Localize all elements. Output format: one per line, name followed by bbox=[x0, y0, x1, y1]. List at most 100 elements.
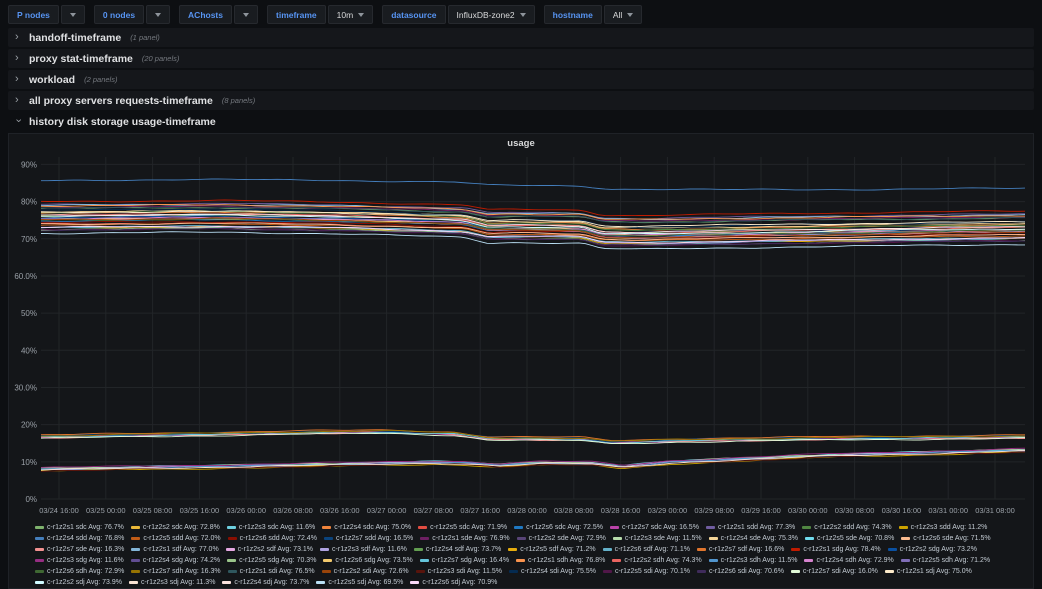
variable-value-dropdown-0-nodes[interactable] bbox=[146, 5, 170, 24]
legend-item-c-r1z2s5-sdi[interactable]: c-r1z2s5 sdi Avg: 70.1% bbox=[603, 566, 690, 576]
series-color-icon bbox=[131, 526, 140, 529]
legend-item-c-r1z2s4-sdh[interactable]: c-r1z2s4 sdh Avg: 72.9% bbox=[804, 555, 893, 565]
legend-item-c-r1z2s6-sdf[interactable]: c-r1z2s6 sdf Avg: 71.1% bbox=[603, 544, 690, 554]
variable-value-dropdown-timeframe[interactable]: 10m bbox=[328, 5, 374, 24]
series-color-icon bbox=[805, 537, 814, 540]
legend-item-label: c-r1z2s7 sdc Avg: 16.5% bbox=[622, 524, 699, 531]
legend-item-c-r1z2s5-sdc[interactable]: c-r1z2s5 sdc Avg: 71.9% bbox=[418, 522, 507, 532]
variable-label-p-nodes[interactable]: P nodes bbox=[8, 5, 59, 24]
variable-value-dropdown-datasource[interactable]: InfluxDB-zone2 bbox=[448, 5, 535, 24]
legend-item-label: c-r1z2s2 sdh Avg: 74.3% bbox=[624, 557, 701, 564]
legend-item-c-r1z2s1-sdf[interactable]: c-r1z2s1 sdf Avg: 77.0% bbox=[131, 544, 218, 554]
legend-item-c-r1z2s7-sde[interactable]: c-r1z2s7 sde Avg: 16.3% bbox=[35, 544, 124, 554]
legend-item-label: c-r1z2s7 sdf Avg: 16.6% bbox=[709, 546, 784, 553]
legend-item-c-r1z2s7-sdh[interactable]: c-r1z2s7 sdh Avg: 16.3% bbox=[131, 566, 220, 576]
legend-item-c-r1z2s6-sdc[interactable]: c-r1z2s6 sdc Avg: 72.5% bbox=[514, 522, 603, 532]
legend-item-label: c-r1z2s3 sdf Avg: 11.6% bbox=[332, 546, 407, 553]
legend-item-c-r1z2s3-sdi[interactable]: c-r1z2s3 sdi Avg: 11.5% bbox=[416, 566, 502, 576]
legend-item-c-r1z2s2-sdg[interactable]: c-r1z2s2 sdg Avg: 73.2% bbox=[888, 544, 977, 554]
legend-item-c-r1z2s2-sde[interactable]: c-r1z2s2 sde Avg: 72.9% bbox=[517, 533, 606, 543]
legend-item-c-r1z2s6-sdh[interactable]: c-r1z2s6 sdh Avg: 72.9% bbox=[35, 566, 124, 576]
legend-item-c-r1z2s6-sdg[interactable]: c-r1z2s6 sdg Avg: 73.5% bbox=[323, 555, 412, 565]
legend-item-c-r1z2s3-sdh[interactable]: c-r1z2s3 sdh Avg: 11.5% bbox=[709, 555, 798, 565]
usage-time-series-chart[interactable]: 0%10%20%30.0%40%50%60.0%70%80%90%03/24 1… bbox=[11, 151, 1031, 519]
chevron-right-icon: › bbox=[15, 95, 22, 106]
variable-value-dropdown-p-nodes[interactable] bbox=[61, 5, 85, 24]
legend-item-c-r1z2s4-sdc[interactable]: c-r1z2s4 sdc Avg: 75.0% bbox=[322, 522, 411, 532]
legend-item-c-r1z2s7-sdf[interactable]: c-r1z2s7 sdf Avg: 16.6% bbox=[697, 544, 784, 554]
legend-item-c-r1z2s2-sdh[interactable]: c-r1z2s2 sdh Avg: 74.3% bbox=[612, 555, 701, 565]
x-axis-tick-label: 03/27 16:00 bbox=[460, 506, 500, 515]
series-line-c-r1z2s4-sdd bbox=[41, 179, 1025, 190]
legend-item-c-r1z2s5-sdj[interactable]: c-r1z2s5 sdj Avg: 69.5% bbox=[316, 577, 403, 587]
legend-item-c-r1z2s3-sdg[interactable]: c-r1z2s3 sdg Avg: 11.6% bbox=[35, 555, 124, 565]
variable-value-dropdown-achosts[interactable] bbox=[234, 5, 258, 24]
row-header-handoff-timeframe[interactable]: ›handoff-timeframe(1 panel) bbox=[8, 28, 1034, 47]
legend-item-c-r1z2s7-sdd[interactable]: c-r1z2s7 sdd Avg: 16.5% bbox=[324, 533, 413, 543]
legend-item-c-r1z2s6-sdd[interactable]: c-r1z2s6 sdd Avg: 72.4% bbox=[228, 533, 317, 543]
legend-item-c-r1z2s3-sdd[interactable]: c-r1z2s3 sdd Avg: 11.2% bbox=[899, 522, 988, 532]
legend-item-c-r1z2s6-sdj[interactable]: c-r1z2s6 sdj Avg: 70.9% bbox=[410, 577, 497, 587]
series-color-icon bbox=[804, 559, 813, 562]
legend-item-label: c-r1z2s7 sdi Avg: 16.0% bbox=[803, 568, 878, 575]
series-color-icon bbox=[35, 537, 44, 540]
legend-item-label: c-r1z2s5 sdi Avg: 70.1% bbox=[615, 568, 690, 575]
legend-item-label: c-r1z2s5 sdj Avg: 69.5% bbox=[328, 579, 403, 586]
row-header-history-disk-storage-usage-timeframe[interactable]: ›history disk storage usage-timeframe bbox=[8, 112, 1034, 131]
legend-item-c-r1z2s1-sdi[interactable]: c-r1z2s1 sdi Avg: 76.5% bbox=[228, 566, 315, 576]
plot-area[interactable]: 0%10%20%30.0%40%50%60.0%70%80%90%03/24 1… bbox=[11, 151, 1031, 519]
legend-item-c-r1z2s1-sdj[interactable]: c-r1z2s1 sdj Avg: 75.0% bbox=[885, 566, 972, 576]
legend-item-c-r1z2s2-sdd[interactable]: c-r1z2s2 sdd Avg: 74.3% bbox=[802, 522, 891, 532]
legend-item-c-r1z2s6-sdi[interactable]: c-r1z2s6 sdi Avg: 70.6% bbox=[697, 566, 784, 576]
row-header-proxy-stat-timeframe[interactable]: ›proxy stat-timeframe(20 panels) bbox=[8, 49, 1034, 68]
legend-item-c-r1z2s7-sdg[interactable]: c-r1z2s7 sdg Avg: 16.4% bbox=[420, 555, 509, 565]
y-axis-tick-label: 20% bbox=[21, 421, 37, 430]
legend-item-c-r1z2s4-sdi[interactable]: c-r1z2s4 sdi Avg: 75.5% bbox=[509, 566, 596, 576]
legend-item-c-r1z2s5-sde[interactable]: c-r1z2s5 sde Avg: 70.8% bbox=[805, 533, 894, 543]
row-title: history disk storage usage-timeframe bbox=[29, 116, 216, 128]
legend-item-c-r1z2s5-sdf[interactable]: c-r1z2s5 sdf Avg: 71.2% bbox=[508, 544, 595, 554]
variable-label-datasource[interactable]: datasource bbox=[382, 5, 445, 24]
variable-label-0-nodes[interactable]: 0 nodes bbox=[94, 5, 144, 24]
legend-item-c-r1z2s4-sde[interactable]: c-r1z2s4 sde Avg: 75.3% bbox=[709, 533, 798, 543]
legend-item-c-r1z2s3-sde[interactable]: c-r1z2s3 sde Avg: 11.5% bbox=[613, 533, 702, 543]
legend-item-c-r1z2s3-sdj[interactable]: c-r1z2s3 sdj Avg: 11.3% bbox=[129, 577, 215, 587]
legend-item-label: c-r1z2s5 sdh Avg: 71.2% bbox=[913, 557, 990, 564]
legend-item-label: c-r1z2s7 sdd Avg: 16.5% bbox=[336, 535, 413, 542]
legend-item-c-r1z2s5-sdh[interactable]: c-r1z2s5 sdh Avg: 71.2% bbox=[901, 555, 990, 565]
variable-label-hostname[interactable]: hostname bbox=[544, 5, 602, 24]
legend-item-c-r1z2s1-sdg[interactable]: c-r1z2s1 sdg Avg: 78.4% bbox=[791, 544, 880, 554]
row-panel-count: (20 panels) bbox=[142, 54, 180, 63]
legend-item-c-r1z2s4-sdg[interactable]: c-r1z2s4 sdg Avg: 74.2% bbox=[131, 555, 220, 565]
x-axis-tick-label: 03/31 00:00 bbox=[928, 506, 968, 515]
legend-item-c-r1z2s7-sdi[interactable]: c-r1z2s7 sdi Avg: 16.0% bbox=[791, 566, 878, 576]
legend-item-c-r1z2s4-sdj[interactable]: c-r1z2s4 sdj Avg: 73.7% bbox=[222, 577, 309, 587]
series-color-icon bbox=[228, 537, 237, 540]
legend-item-c-r1z2s4-sdd[interactable]: c-r1z2s4 sdd Avg: 76.8% bbox=[35, 533, 124, 543]
variable-value-dropdown-hostname[interactable]: All bbox=[604, 5, 642, 24]
row-header-all-proxy-servers-requests-timeframe[interactable]: ›all proxy servers requests-timeframe(8 … bbox=[8, 91, 1034, 110]
row-header-workload[interactable]: ›workload(2 panels) bbox=[8, 70, 1034, 89]
variable-label-achosts[interactable]: AChosts bbox=[179, 5, 232, 24]
legend-item-c-r1z2s5-sdd[interactable]: c-r1z2s5 sdd Avg: 72.0% bbox=[131, 533, 220, 543]
legend-item-c-r1z2s1-sde[interactable]: c-r1z2s1 sde Avg: 76.9% bbox=[420, 533, 509, 543]
legend-item-c-r1z2s2-sdc[interactable]: c-r1z2s2 sdc Avg: 72.8% bbox=[131, 522, 220, 532]
legend-item-c-r1z2s3-sdf[interactable]: c-r1z2s3 sdf Avg: 11.6% bbox=[320, 544, 407, 554]
variable-selected-value: 10m bbox=[337, 10, 354, 20]
legend-item-c-r1z2s2-sdj[interactable]: c-r1z2s2 sdj Avg: 73.9% bbox=[35, 577, 122, 587]
legend-item-c-r1z2s1-sdc[interactable]: c-r1z2s1 sdc Avg: 76.7% bbox=[35, 522, 124, 532]
legend-item-c-r1z2s1-sdd[interactable]: c-r1z2s1 sdd Avg: 77.3% bbox=[706, 522, 795, 532]
legend-item-c-r1z2s2-sdi[interactable]: c-r1z2s2 sdi Avg: 72.6% bbox=[322, 566, 409, 576]
legend-item-label: c-r1z2s1 sdg Avg: 78.4% bbox=[803, 546, 880, 553]
legend-item-c-r1z2s6-sde[interactable]: c-r1z2s6 sde Avg: 71.5% bbox=[901, 533, 990, 543]
legend-item-c-r1z2s3-sdc[interactable]: c-r1z2s3 sdc Avg: 11.6% bbox=[227, 522, 315, 532]
legend-item-c-r1z2s1-sdh[interactable]: c-r1z2s1 sdh Avg: 76.8% bbox=[516, 555, 605, 565]
legend-item-label: c-r1z2s2 sdi Avg: 72.6% bbox=[334, 568, 409, 575]
variable-datasource: datasourceInfluxDB-zone2 bbox=[382, 5, 534, 24]
legend-item-c-r1z2s7-sdc[interactable]: c-r1z2s7 sdc Avg: 16.5% bbox=[610, 522, 699, 532]
legend-item-c-r1z2s2-sdf[interactable]: c-r1z2s2 sdf Avg: 73.1% bbox=[226, 544, 313, 554]
chevron-down-icon bbox=[155, 13, 161, 17]
legend-item-c-r1z2s4-sdf[interactable]: c-r1z2s4 sdf Avg: 73.7% bbox=[414, 544, 501, 554]
legend-item-c-r1z2s5-sdg[interactable]: c-r1z2s5 sdg Avg: 70.3% bbox=[227, 555, 316, 565]
variable-label-timeframe[interactable]: timeframe bbox=[267, 5, 326, 24]
